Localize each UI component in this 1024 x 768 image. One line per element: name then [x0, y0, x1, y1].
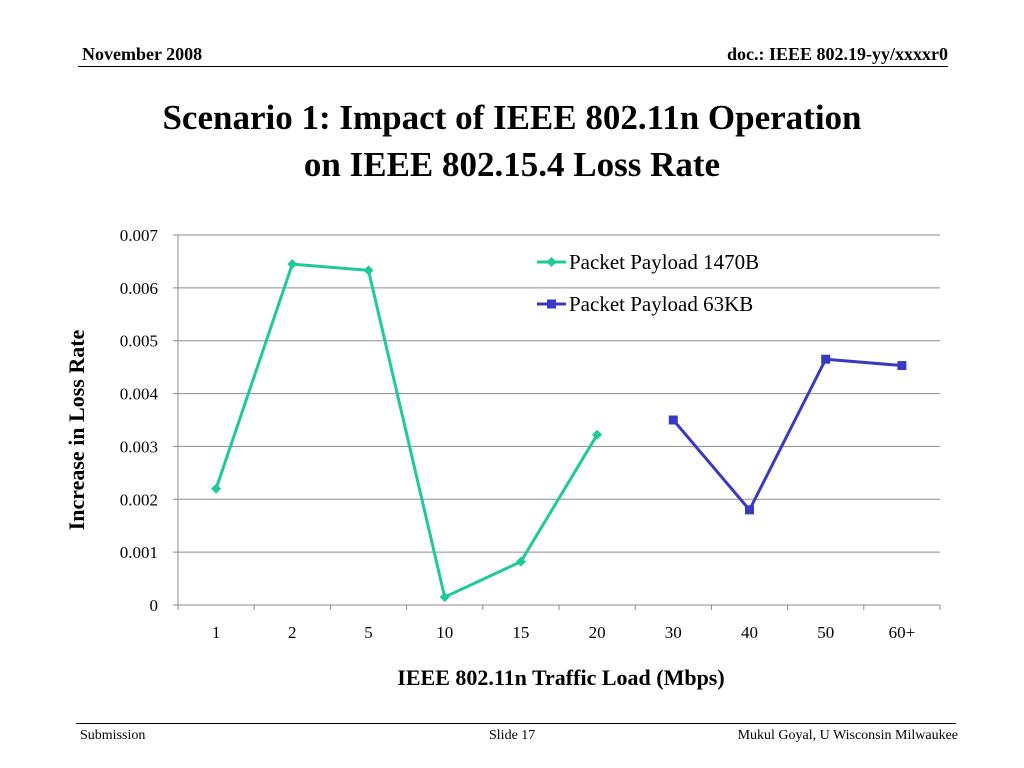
series-line-2	[672, 357, 903, 512]
x-tick-label: 5	[364, 623, 373, 642]
data-point-series-2	[897, 361, 907, 371]
footer-submission: Submission	[80, 728, 146, 743]
x-tick-label: 40	[741, 623, 758, 642]
legend-label: Packet Payload 63KB	[569, 292, 753, 316]
y-axis-title: Increase in Loss Rate	[64, 329, 89, 530]
slide-title-line-2: on IEEE 802.15.4 Loss Rate	[303, 145, 721, 184]
data-point-series-1	[592, 429, 603, 440]
x-axis-title: IEEE 802.11n Traffic Load (Mbps)	[397, 665, 724, 690]
x-tick-label: 10	[436, 623, 453, 642]
footer-slide-number: Slide 17	[489, 728, 536, 743]
y-tick-label: 0.005	[120, 332, 158, 351]
slide-title-line-1: Scenario 1: Impact of IEEE 802.11n Opera…	[162, 98, 862, 137]
data-point-series-1	[439, 592, 450, 603]
y-tick-label: 0.003	[120, 437, 158, 456]
legend-marker	[547, 299, 556, 309]
y-tick-label: 0.006	[120, 279, 158, 298]
data-point-series-1	[515, 556, 526, 567]
data-point-series-2	[745, 505, 754, 515]
y-tick-label: 0.004	[120, 385, 159, 404]
x-tick-label: 50	[817, 623, 834, 642]
data-point-series-1	[287, 259, 298, 270]
y-tick-label: 0.007	[120, 226, 159, 245]
x-tick-label: 1	[212, 623, 221, 642]
header-date: November 2008	[82, 44, 203, 64]
footer-author: Mukul Goyal, U Wisconsin Milwaukee	[737, 728, 958, 743]
y-tick-label: 0.001	[120, 543, 158, 562]
x-tick-label: 60+	[889, 623, 916, 642]
data-point-series-1	[363, 265, 374, 276]
legend-label: Packet Payload 1470B	[569, 250, 759, 274]
slide-title: Scenario 1: Impact of IEEE 802.11n Opera…	[60, 94, 964, 188]
x-tick-label: 30	[665, 623, 682, 642]
data-point-series-1	[211, 483, 222, 494]
data-point-series-2	[668, 415, 678, 425]
x-tick-label: 2	[288, 623, 297, 642]
data-point-series-2	[821, 354, 831, 364]
x-tick-label: 15	[512, 623, 529, 642]
header-divider	[78, 66, 948, 67]
y-tick-label: 0	[150, 596, 159, 615]
y-tick-label: 0.002	[120, 490, 158, 509]
series-line-1	[214, 262, 599, 599]
footer-divider	[76, 723, 956, 724]
x-tick-label: 20	[589, 623, 606, 642]
header-doc-id: doc.: IEEE 802.19-yy/xxxxr0	[726, 44, 948, 64]
legend-marker	[546, 257, 557, 267]
